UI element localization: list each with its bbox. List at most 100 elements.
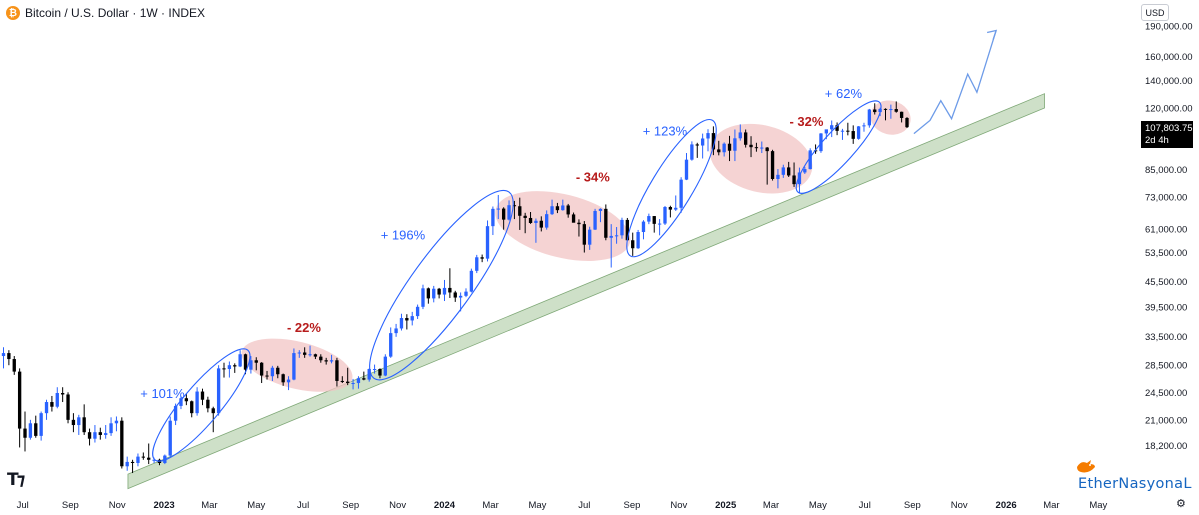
candle[interactable]	[700, 133, 705, 159]
rally-ellipse[interactable]	[613, 110, 730, 267]
candle[interactable]	[104, 425, 108, 439]
symbol-title[interactable]: Bitcoin / U.S. Dollar · 1W · INDEX	[25, 6, 206, 20]
candle[interactable]	[539, 216, 543, 232]
candle[interactable]	[432, 285, 436, 303]
candle[interactable]	[550, 199, 554, 215]
candle[interactable]	[765, 146, 769, 185]
candle[interactable]	[856, 126, 861, 140]
candle[interactable]	[453, 290, 457, 302]
candle[interactable]	[684, 153, 689, 181]
candle[interactable]	[717, 140, 721, 156]
candle[interactable]	[512, 200, 517, 220]
candle[interactable]	[259, 362, 264, 384]
candle[interactable]	[351, 378, 355, 390]
candle[interactable]	[184, 393, 189, 406]
candle[interactable]	[238, 350, 242, 368]
candle[interactable]	[147, 443, 151, 465]
candle[interactable]	[125, 456, 129, 471]
candle[interactable]	[797, 167, 802, 194]
candle[interactable]	[346, 367, 350, 386]
candle[interactable]	[222, 362, 226, 378]
candle[interactable]	[77, 414, 81, 435]
candle[interactable]	[200, 388, 205, 406]
candle[interactable]	[905, 117, 909, 129]
candle[interactable]	[130, 459, 135, 474]
candle[interactable]	[631, 232, 635, 256]
candle[interactable]	[620, 217, 624, 239]
candle[interactable]	[206, 396, 210, 413]
candle[interactable]	[464, 288, 468, 298]
candle[interactable]	[830, 120, 834, 138]
candle[interactable]	[593, 208, 597, 230]
candle[interactable]	[389, 327, 393, 358]
candle[interactable]	[770, 149, 775, 181]
candle[interactable]	[711, 126, 716, 156]
candle[interactable]	[340, 376, 344, 384]
candle[interactable]	[249, 356, 253, 374]
candle[interactable]	[399, 313, 404, 331]
candle[interactable]	[254, 357, 258, 371]
candle[interactable]	[695, 142, 699, 158]
candle[interactable]	[545, 210, 549, 230]
candle[interactable]	[93, 425, 97, 443]
candle[interactable]	[485, 220, 490, 262]
projection-path[interactable]	[913, 30, 997, 135]
candle[interactable]	[840, 128, 845, 140]
candle[interactable]	[846, 122, 850, 136]
rally-ellipse[interactable]	[786, 92, 891, 203]
candle[interactable]	[426, 287, 431, 304]
candle[interactable]	[442, 279, 447, 302]
candle[interactable]	[776, 169, 780, 189]
candle[interactable]	[109, 417, 113, 436]
candle[interactable]	[87, 428, 92, 446]
candle[interactable]	[378, 368, 382, 379]
candle[interactable]	[437, 287, 441, 299]
candle[interactable]	[168, 416, 172, 457]
candle[interactable]	[179, 395, 183, 410]
candle[interactable]	[82, 404, 86, 435]
candle[interactable]	[738, 124, 742, 141]
candle[interactable]	[507, 200, 511, 221]
candle[interactable]	[674, 195, 678, 211]
candle[interactable]	[792, 162, 796, 187]
candle[interactable]	[302, 347, 307, 358]
candle[interactable]	[501, 207, 506, 230]
candle[interactable]	[528, 212, 533, 224]
candle[interactable]	[657, 219, 662, 236]
candle[interactable]	[39, 411, 43, 441]
candle[interactable]	[329, 354, 334, 364]
candle[interactable]	[598, 208, 603, 223]
candle[interactable]	[356, 376, 361, 389]
candle[interactable]	[571, 212, 576, 223]
candle[interactable]	[410, 311, 414, 326]
candle[interactable]	[588, 226, 592, 250]
candle[interactable]	[421, 284, 425, 310]
candle[interactable]	[781, 164, 785, 178]
candle[interactable]	[582, 221, 586, 253]
rally-ellipse[interactable]	[141, 338, 262, 472]
candle[interactable]	[324, 357, 328, 365]
candle[interactable]	[34, 415, 38, 438]
candle[interactable]	[577, 219, 581, 237]
candle[interactable]	[835, 122, 839, 136]
candle[interactable]	[216, 365, 221, 416]
candle[interactable]	[141, 452, 145, 460]
candle[interactable]	[733, 129, 737, 162]
candle[interactable]	[60, 387, 65, 403]
candle[interactable]	[394, 323, 398, 337]
candle[interactable]	[899, 111, 904, 123]
candle[interactable]	[297, 350, 301, 358]
candle[interactable]	[663, 205, 667, 226]
candle[interactable]	[12, 356, 16, 375]
candle[interactable]	[195, 387, 199, 416]
currency-selector[interactable]: USD	[1141, 4, 1169, 21]
candle[interactable]	[491, 206, 495, 236]
candle[interactable]	[636, 229, 640, 249]
candle[interactable]	[1, 347, 6, 369]
candle[interactable]	[873, 103, 877, 115]
candle[interactable]	[604, 204, 608, 241]
candle[interactable]	[787, 161, 791, 178]
candle[interactable]	[555, 202, 560, 214]
correction-ellipse[interactable]	[236, 329, 358, 402]
